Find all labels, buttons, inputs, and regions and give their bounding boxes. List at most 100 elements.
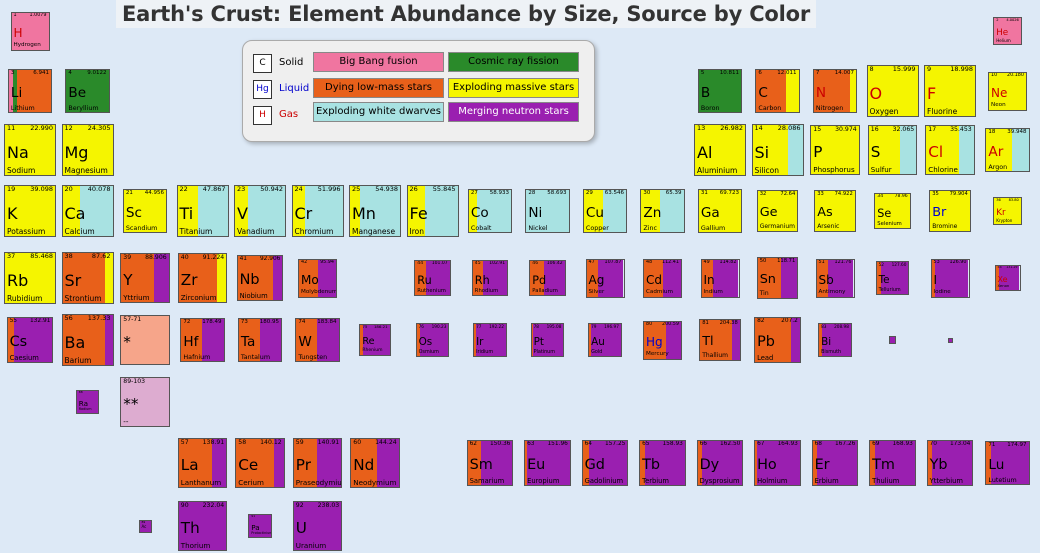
- element-tile[interactable]: 77 192.22 Ir Iridium: [473, 323, 507, 357]
- element-tile[interactable]: 64 157.25 Gd Gadolinium: [581, 439, 629, 487]
- element-tile[interactable]: 57-71 *: [120, 315, 170, 365]
- element-tile[interactable]: 57 138.91 La Lanthanum: [177, 438, 228, 488]
- element-tile[interactable]: 32 72.64 Ge Germanium: [756, 190, 799, 232]
- element-tile[interactable]: 74 183.84 W Tungsten: [295, 317, 340, 363]
- legend-liquid-label: Liquid: [279, 83, 310, 94]
- element-tile[interactable]: 14 28.086 Si Silicon: [751, 124, 804, 176]
- element-tile[interactable]: 26 55.845 Fe Iron: [406, 185, 459, 237]
- element-tile[interactable]: 55 132.91 Cs Caesium: [6, 316, 54, 364]
- element-tile[interactable]: 39 88.906 Y Yttrium: [120, 253, 170, 303]
- element-tile[interactable]: 34 78.96 Se Selenium: [874, 192, 911, 230]
- element-tile[interactable]: 76 190.23 Os Osmium: [415, 323, 450, 357]
- element-tile[interactable]: 17 35.453 Cl Chlorine: [925, 125, 975, 175]
- element-tile[interactable]: 69 168.93 Tm Thulium: [869, 439, 916, 487]
- element-tile[interactable]: 2 4.0026 He Helium: [993, 16, 1022, 46]
- element-tile[interactable]: 92 238.03 U Uranium: [292, 501, 343, 551]
- element-tile[interactable]: 75 186.21 Re Rhenium: [359, 324, 391, 356]
- element-tile[interactable]: 49 114.82 In Indium: [700, 258, 740, 298]
- element-tile[interactable]: 42 95.94 Mo Molybdenum: [298, 258, 337, 298]
- element-tile[interactable]: 8 15.999 O Oxygen: [866, 65, 919, 117]
- element-tile[interactable]: 71 174.97 Lu Lutetium: [985, 440, 1030, 486]
- atomic-mass: 15.999: [892, 65, 916, 73]
- element-tile[interactable]: 58 140.12 Ce Cerium: [235, 438, 285, 488]
- element-tile[interactable]: 20 40.078 Ca Calcium: [61, 185, 114, 237]
- element-tile[interactable]: 48 112.41 Cd Cadmium: [643, 258, 682, 298]
- element-tile[interactable]: 38 87.62 Sr Strontium: [61, 252, 114, 304]
- element-tile[interactable]: 65 158.93 Tb Terbium: [639, 439, 686, 487]
- element-tile[interactable]: 22 47.867 Ti Titanium: [176, 185, 229, 237]
- element-tile[interactable]: 27 58.933 Co Cobalt: [467, 188, 513, 234]
- element-tile[interactable]: 72 178.49 Hf Hafnium: [180, 317, 225, 363]
- element-tile[interactable]: 11 22.990 Na Sodium: [4, 124, 56, 176]
- element-tile[interactable]: 63 151.96 Eu Europium: [524, 439, 571, 487]
- element-tile[interactable]: 31 69.723 Ga Gallium: [697, 188, 743, 234]
- element-tile[interactable]: 12 24.305 Mg Magnesium: [61, 124, 114, 176]
- element-tile[interactable]: 29 63.546 Cu Copper: [582, 188, 628, 234]
- element-tile[interactable]: 18 39.948 Ar Argon: [985, 127, 1030, 173]
- element-tile[interactable]: 90 232.04 Th Thorium: [177, 501, 228, 551]
- element-tile[interactable]: 36 83.80 Kr Krypton: [993, 196, 1022, 226]
- element-tile[interactable]: 88 Ra Radium: [75, 390, 100, 414]
- element-tile[interactable]: 7 14.007 N Nitrogen: [812, 68, 858, 114]
- element-tile[interactable]: 91 Pa Protactinium: [248, 514, 272, 538]
- element-tile[interactable]: 60 144.24 Nd Neodymium: [350, 438, 400, 488]
- element-tile[interactable]: 35 79.904 Br Bromine: [929, 190, 971, 232]
- element-symbol: Pt: [533, 335, 544, 348]
- element-tile[interactable]: 79 196.97 Au Gold: [588, 323, 622, 357]
- element-tile[interactable]: 28 58.693 Ni Nickel: [525, 188, 570, 234]
- element-tile[interactable]: 3 6.941 Li Lithium: [7, 68, 53, 114]
- element-tile[interactable]: 15 30.974 P Phosphorus: [810, 125, 860, 175]
- element-tile[interactable]: 45 102.91 Rh Rhodium: [471, 259, 509, 297]
- element-tile[interactable]: 10 20.180 Ne Neon: [988, 71, 1027, 111]
- element-tile[interactable]: 47 107.87 Ag Silver: [585, 258, 625, 298]
- element-tile[interactable]: 46 106.42 Pd Palladium: [529, 259, 566, 297]
- atomic-number: 88: [78, 390, 83, 395]
- element-tile[interactable]: 13 26.982 Al Aluminium: [694, 124, 746, 176]
- element-tile[interactable]: 5 10.811 B Boron: [697, 68, 743, 114]
- element-tile[interactable]: 59 140.91 Pr Praseodymium: [292, 438, 343, 488]
- element-tile[interactable]: 53 126.90 I Iodine: [930, 258, 970, 298]
- element-tile[interactable]: 30 65.39 Zn Zinc: [640, 188, 685, 234]
- element-tile[interactable]: 70 173.04 Yb Ytterbium: [926, 439, 974, 487]
- element-tile[interactable]: 89 Ac: [138, 519, 152, 533]
- element-tile[interactable]: 54 131.29 Xe Xenon: [994, 265, 1021, 291]
- element-tile[interactable]: 82 207.2 Pb Lead: [754, 316, 801, 364]
- element-tile[interactable]: 41 92.906 Nb Niobium: [236, 254, 284, 302]
- element-tile[interactable]: 83 208.98 Bi Bismuth: [818, 323, 852, 357]
- element-tile[interactable]: 25 54.938 Mn Manganese: [349, 185, 401, 237]
- element-tile[interactable]: 67 164.93 Ho Holmium: [754, 439, 801, 487]
- element-tile[interactable]: 78 195.08 Pt Platinum: [530, 323, 565, 357]
- element-tile[interactable]: 52 127.60 Te Tellurium: [875, 261, 910, 295]
- element-tile[interactable]: 68 167.26 Er Erbium: [811, 439, 859, 487]
- element-name: Beryllium: [68, 103, 99, 112]
- element-tile[interactable]: 4 9.0122 Be Beryllium: [65, 68, 110, 114]
- atomic-number: 50: [759, 258, 767, 265]
- element-tile[interactable]: 1 1.0079 H Hydrogen: [10, 11, 50, 51]
- element-tile[interactable]: 44 101.07 Ru Ruthenium: [414, 259, 451, 297]
- element-tile[interactable]: [888, 336, 897, 344]
- element-tile[interactable]: 51 121.76 Sb Antimony: [815, 258, 855, 298]
- element-tile[interactable]: 62 150.36 Sm Samarium: [466, 439, 514, 487]
- element-tile[interactable]: 66 162.50 Dy Dysprosium: [696, 439, 744, 487]
- element-tile[interactable]: [947, 337, 953, 343]
- element-tile[interactable]: 73 180.95 Ta Tantalum: [237, 317, 283, 363]
- element-tile[interactable]: 19 39.098 K Potassium: [4, 185, 56, 237]
- source-fraction-band: [644, 440, 685, 486]
- element-tile[interactable]: 80 200.59 Hg Mercury: [643, 320, 682, 360]
- element-tile[interactable]: 6 12.011 C Carbon: [755, 68, 800, 114]
- element-symbol: Cr: [294, 203, 313, 223]
- element-tile[interactable]: 37 85.468 Rb Rubidium: [4, 252, 56, 304]
- element-tile[interactable]: 89-103 ** --: [120, 377, 170, 427]
- element-tile[interactable]: 9 18.998 F Fluorine: [924, 65, 976, 117]
- element-tile[interactable]: 50 118.71 Sn Tin: [756, 257, 799, 299]
- element-tile[interactable]: 33 74.922 As Arsenic: [814, 190, 856, 232]
- element-tile[interactable]: 81 204.38 Tl Thallium: [699, 319, 741, 361]
- source-fraction-band: [544, 260, 565, 296]
- element-tile[interactable]: 40 91.224 Zr Zirconium: [177, 253, 228, 303]
- element-tile[interactable]: 56 137.33 Ba Barium: [61, 314, 114, 366]
- element-tile[interactable]: 24 51.996 Cr Chromium: [291, 185, 344, 237]
- source-fraction-band: [121, 254, 155, 302]
- element-tile[interactable]: 16 32.065 S Sulfur: [867, 125, 918, 175]
- element-tile[interactable]: 21 44.956 Sc Scandium: [122, 188, 168, 234]
- element-tile[interactable]: 23 50.942 V Vanadium: [234, 185, 286, 237]
